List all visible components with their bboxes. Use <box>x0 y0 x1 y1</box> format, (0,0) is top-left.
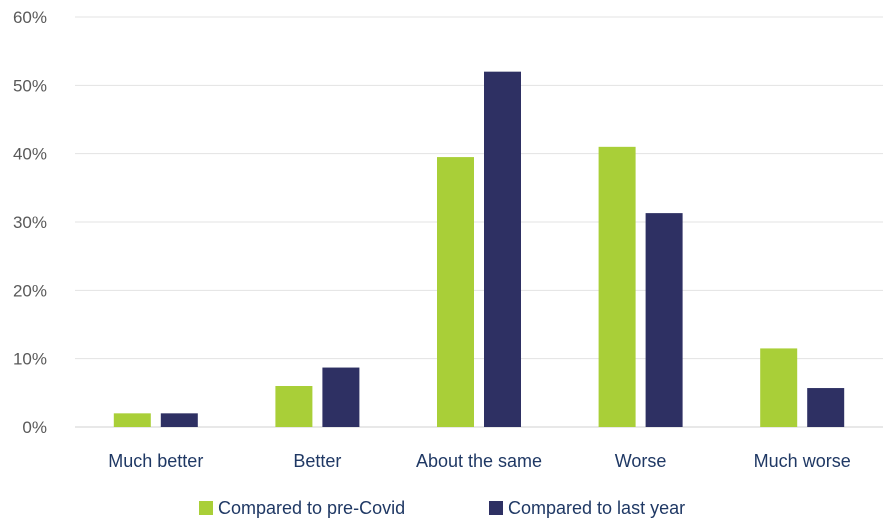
bar-last-year <box>807 388 845 427</box>
x-category-label: Much worse <box>754 451 851 471</box>
legend: Compared to pre-Covid Compared to last ye… <box>199 498 685 518</box>
x-axis-category-labels: Much better Better About the same Worse Much… <box>108 451 850 471</box>
legend-label: Compared to last year <box>508 498 685 518</box>
x-category-label: About the same <box>416 451 542 471</box>
legend-label: Compared to pre-Covid <box>218 498 405 518</box>
x-category-label: Better <box>293 451 341 471</box>
y-tick-label: 60% <box>13 8 47 27</box>
y-axis-tick-labels: 0% 10% 20% 30% 40% 50% 60% <box>13 8 47 437</box>
x-category-label: Worse <box>615 451 667 471</box>
bars <box>113 71 845 428</box>
bar-last-year <box>322 367 360 427</box>
y-tick-label: 20% <box>13 281 47 300</box>
bar-pre-covid <box>760 348 798 427</box>
y-tick-label: 10% <box>13 350 47 369</box>
bar-last-year <box>160 413 198 427</box>
bar-pre-covid <box>275 386 313 427</box>
y-tick-label: 50% <box>13 76 47 95</box>
bar-last-year <box>645 213 683 427</box>
bar-pre-covid <box>437 157 474 428</box>
x-category-label: Much better <box>108 451 203 471</box>
y-tick-label: 0% <box>22 418 47 437</box>
bar-last-year <box>484 71 521 428</box>
gridlines <box>75 16 883 428</box>
legend-swatch <box>489 501 503 515</box>
y-tick-label: 30% <box>13 213 47 232</box>
legend-swatch <box>199 501 213 515</box>
y-tick-label: 40% <box>13 145 47 164</box>
bar-pre-covid <box>113 413 151 427</box>
bar-pre-covid <box>598 146 636 428</box>
